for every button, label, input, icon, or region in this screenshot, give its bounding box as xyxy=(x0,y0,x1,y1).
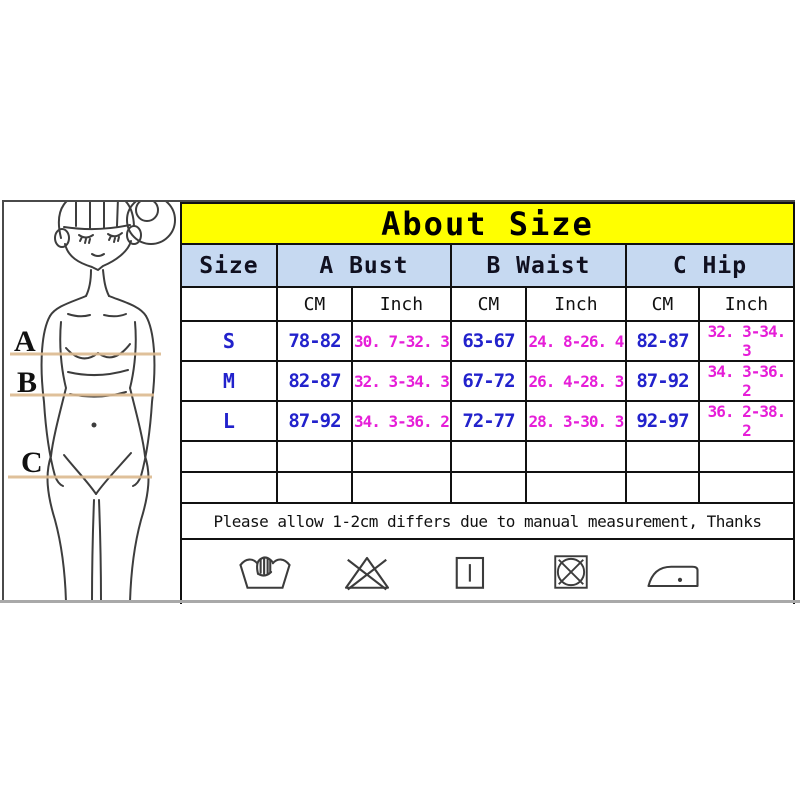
hand-wash-icon xyxy=(239,556,292,589)
body-figure-panel: A B C xyxy=(4,202,180,601)
s-waist-cm: 63-67 xyxy=(449,320,527,362)
s-hip-cm: 82-87 xyxy=(624,320,700,362)
bottom-divider-line xyxy=(0,600,800,603)
empty-cell xyxy=(179,286,278,322)
empty-cell xyxy=(697,440,796,473)
l-hip-inch: 36. 2-38. 2 xyxy=(697,400,796,442)
s-bust-cm: 78-82 xyxy=(275,320,353,362)
table-row-l: L 87-92 34. 3-36. 2 72-77 28. 3-30. 3 92… xyxy=(179,400,796,442)
empty-cell xyxy=(179,471,278,504)
size-s: S xyxy=(179,320,278,362)
unit-waist-cm: CM xyxy=(449,286,527,322)
size-l: L xyxy=(179,400,278,442)
body-figure-drawing: A B C xyxy=(8,202,176,601)
m-bust-inch: 32. 3-34. 3 xyxy=(350,360,452,402)
s-hip-inch: 32. 3-34. 3 xyxy=(697,320,796,362)
label-c-hip: C xyxy=(21,446,43,479)
table-title: About Size xyxy=(179,202,796,245)
header-bust: A Bust xyxy=(275,243,452,288)
care-icons-row xyxy=(179,538,796,604)
empty-cell xyxy=(524,471,627,504)
header-waist: B Waist xyxy=(449,243,627,288)
header-hip: C Hip xyxy=(624,243,796,288)
empty-cell xyxy=(275,471,353,504)
empty-cell xyxy=(449,471,527,504)
header-size: Size xyxy=(179,243,278,288)
note-row: Please allow 1-2cm differs due to manual… xyxy=(179,502,796,540)
m-waist-cm: 67-72 xyxy=(449,360,527,402)
table-row-m: M 82-87 32. 3-34. 3 67-72 26. 4-28. 3 87… xyxy=(179,360,796,402)
l-bust-cm: 87-92 xyxy=(275,400,353,442)
content-box: A B C About Size Size A Bust B Waist C H… xyxy=(2,200,796,604)
l-bust-inch: 34. 3-36. 2 xyxy=(350,400,452,442)
figure-outline xyxy=(40,202,176,601)
do-not-bleach-icon xyxy=(345,556,390,591)
m-bust-cm: 82-87 xyxy=(275,360,353,402)
unit-bust-inch: Inch xyxy=(350,286,452,322)
unit-bust-cm: CM xyxy=(275,286,353,322)
m-hip-inch: 34. 3-36. 2 xyxy=(697,360,796,402)
iron-icon xyxy=(647,565,700,588)
label-b-waist: B xyxy=(17,366,37,399)
label-a-bust: A xyxy=(14,325,36,358)
empty-cell xyxy=(350,440,452,473)
do-not-tumble-dry-icon xyxy=(554,555,589,589)
m-hip-cm: 87-92 xyxy=(624,360,700,402)
hair-bun xyxy=(126,202,176,245)
unit-hip-inch: Inch xyxy=(697,286,796,322)
unit-header-row: CM Inch CM Inch CM Inch xyxy=(179,286,796,322)
empty-cell xyxy=(624,471,700,504)
empty-cell xyxy=(275,440,353,473)
l-waist-inch: 28. 3-30. 3 xyxy=(524,400,627,442)
table-title-row: About Size xyxy=(179,202,796,245)
empty-cell xyxy=(449,440,527,473)
empty-cell xyxy=(179,440,278,473)
navel-dot xyxy=(91,422,97,428)
size-table: About Size Size A Bust B Waist C Hip CM … xyxy=(179,202,796,604)
empty-row xyxy=(179,471,796,504)
empty-row xyxy=(179,440,796,473)
drip-dry-icon xyxy=(456,556,485,589)
l-waist-cm: 72-77 xyxy=(449,400,527,442)
unit-hip-cm: CM xyxy=(624,286,700,322)
empty-cell xyxy=(524,440,627,473)
s-bust-inch: 30. 7-32. 3 xyxy=(350,320,452,362)
table-row-s: S 78-82 30. 7-32. 3 63-67 24. 8-26. 4 82… xyxy=(179,320,796,362)
empty-cell xyxy=(624,440,700,473)
measurement-note: Please allow 1-2cm differs due to manual… xyxy=(179,502,796,540)
l-hip-cm: 92-97 xyxy=(624,400,700,442)
m-waist-inch: 26. 4-28. 3 xyxy=(524,360,627,402)
unit-waist-inch: Inch xyxy=(524,286,627,322)
care-icons xyxy=(183,549,775,595)
empty-cell xyxy=(697,471,796,504)
s-waist-inch: 24. 8-26. 4 xyxy=(524,320,627,362)
table-header-row: Size A Bust B Waist C Hip xyxy=(179,243,796,288)
empty-cell xyxy=(350,471,452,504)
size-m: M xyxy=(179,360,278,402)
